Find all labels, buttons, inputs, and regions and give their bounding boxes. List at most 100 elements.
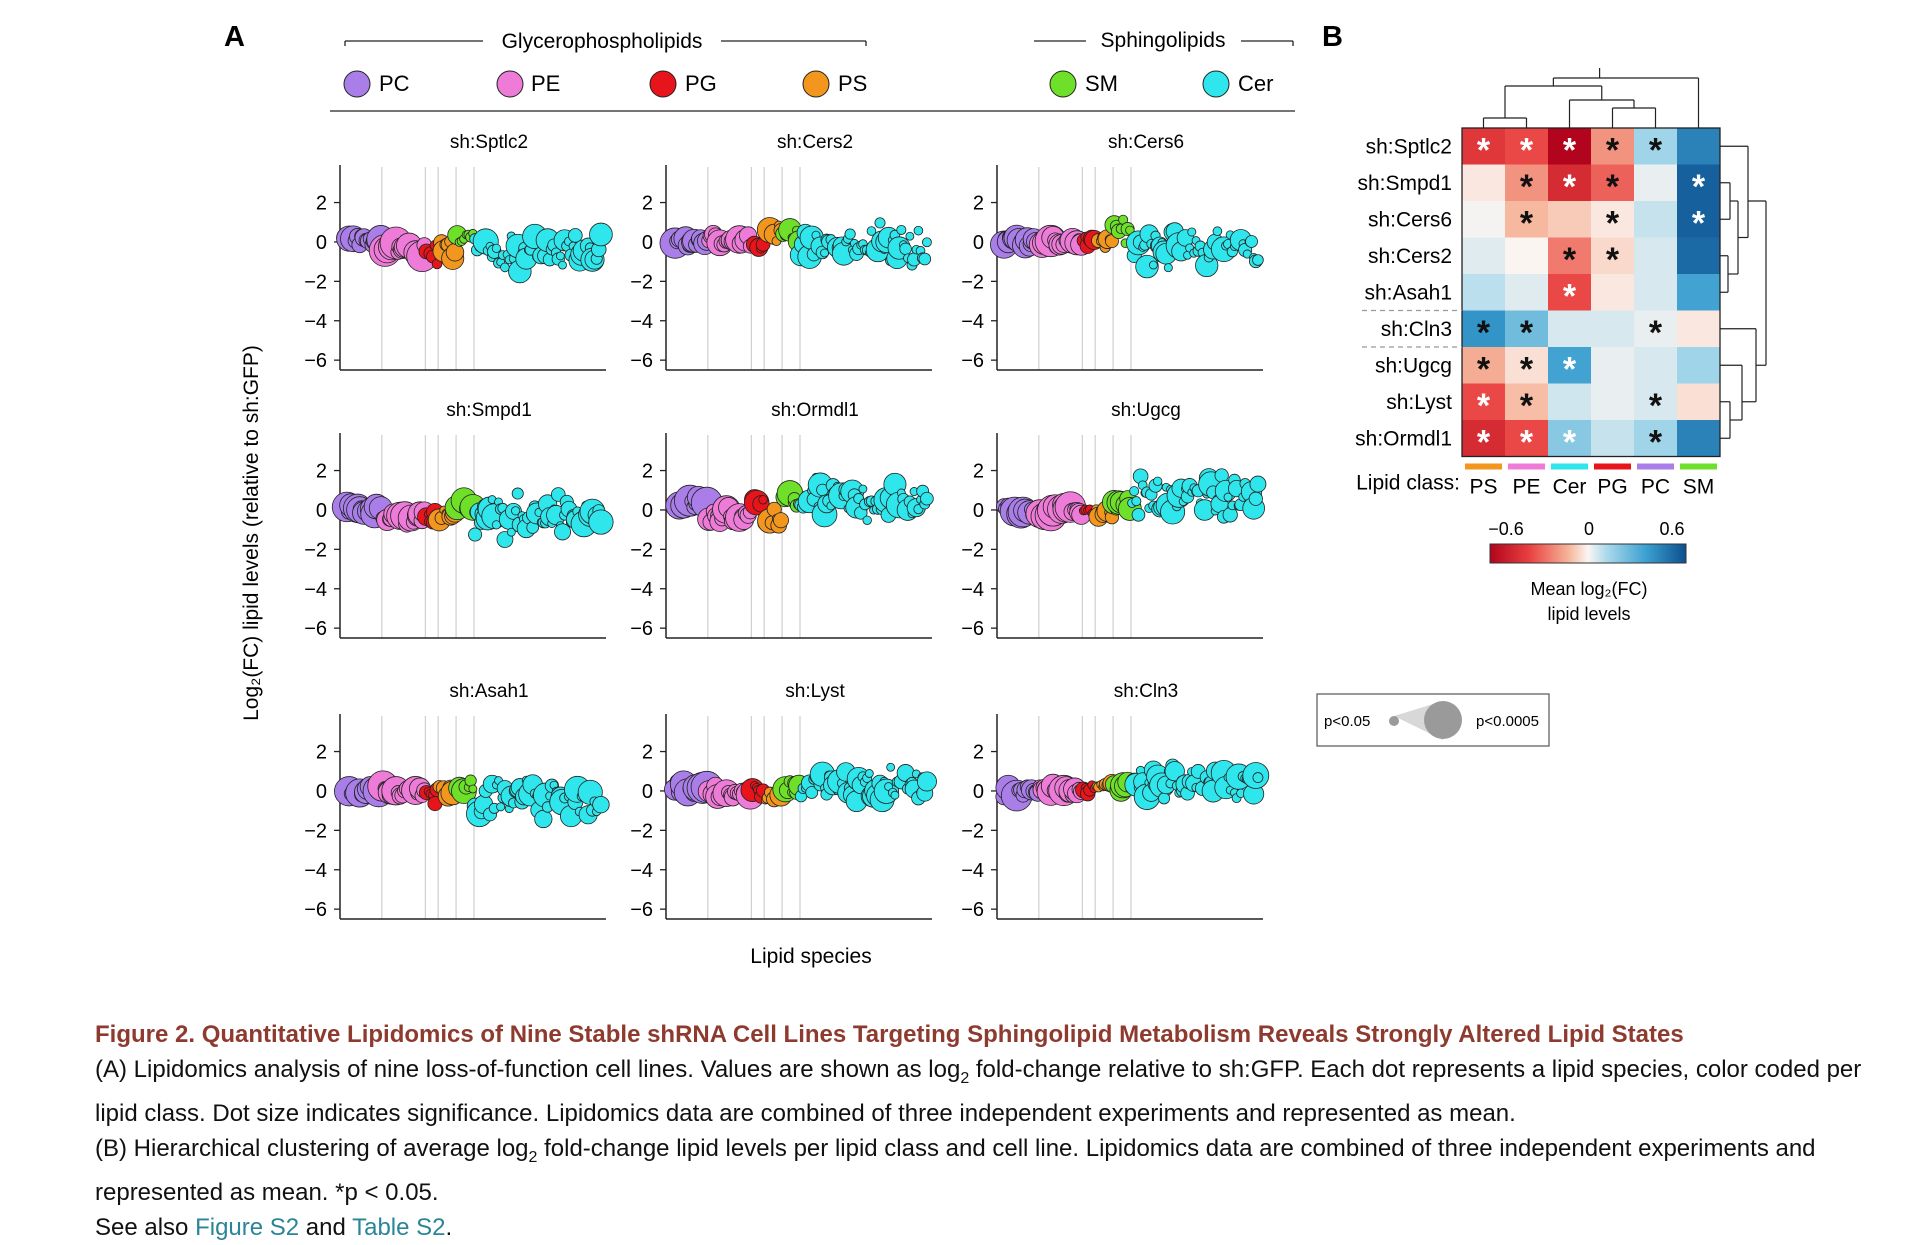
size-legend-small-dot <box>1389 716 1399 726</box>
significance-star: * <box>1606 204 1620 242</box>
heatmap-cell <box>1548 420 1591 457</box>
column-class-bar <box>1680 463 1717 470</box>
significance-star: * <box>1563 241 1577 279</box>
colorbar-subtitle: lipid levels <box>1547 604 1630 624</box>
lipid-dot-cer <box>589 222 613 247</box>
lipid-dot-cer <box>1131 496 1142 507</box>
panel-title: sh:Asah1 <box>449 681 528 702</box>
caption-part-a: (A) Lipidomics analysis of nine loss-of-… <box>95 1052 1895 1131</box>
significance-star: * <box>1477 387 1491 425</box>
lipid-dot-cer <box>1152 476 1163 486</box>
lipid-dot-cer <box>1212 226 1223 237</box>
heatmap-cell <box>1677 164 1720 201</box>
lipid-dot-cer <box>1248 491 1263 506</box>
caption-part-b: (B) Hierarchical clustering of average l… <box>95 1131 1895 1210</box>
panel-title: sh:Ugcg <box>1111 400 1181 421</box>
y-tick-label: −6 <box>304 350 327 372</box>
significance-star: * <box>1477 423 1491 461</box>
y-tick-label: −6 <box>630 899 653 921</box>
significance-star: * <box>1649 131 1663 169</box>
column-class-bar <box>1637 463 1674 470</box>
heatmap-cell <box>1634 237 1677 274</box>
caption-see-also: See also Figure S2 and Table S2. <box>95 1210 1895 1245</box>
caption-b-text2: fold-change lipid levels per lipid class… <box>95 1134 1816 1206</box>
figure-2: A B Glycerophospholipids Sphingolipids P… <box>224 21 1767 968</box>
lipid-dot-cer <box>1129 486 1140 497</box>
significance-star: * <box>1649 423 1663 461</box>
y-tick-label: 0 <box>973 232 984 254</box>
legend-label-cer: Cer <box>1238 71 1273 96</box>
heatmap-cell <box>1462 274 1505 311</box>
heatmap-cell <box>1634 347 1677 384</box>
lipid-dot-cer <box>913 225 924 236</box>
y-tick-label: −2 <box>630 539 653 561</box>
lipid-dot-cer <box>844 228 856 240</box>
panel-lyst: sh:Lyst 2 0 −2 −4 −6 <box>630 681 937 921</box>
panel-title: sh:Lyst <box>785 681 845 702</box>
heatmap-cell <box>1591 347 1634 384</box>
heatmap-cell <box>1634 310 1677 347</box>
heatmap-row-label: sh:Ugcg <box>1375 354 1452 377</box>
size-legend-large-label: p<0.0005 <box>1476 713 1539 730</box>
y-tick-label: 2 <box>316 742 327 764</box>
heatmap-cell <box>1462 164 1505 201</box>
lipid-dot-cer <box>511 487 524 500</box>
lipid-dot-cer <box>920 491 934 506</box>
legend-dot-pc <box>343 70 371 98</box>
lipid-dot-cer <box>468 527 483 542</box>
y-tick-label: −2 <box>961 820 984 842</box>
y-tick-label: 2 <box>642 461 653 483</box>
y-tick-label: −2 <box>304 271 327 293</box>
heatmap-cell <box>1677 310 1720 347</box>
panel-sptlc2: sh:Sptlc2 2 0 −2 −4 −6 <box>304 132 613 372</box>
panel-b-label: B <box>1322 21 1343 53</box>
column-class-bar <box>1465 463 1502 470</box>
caption-b-sub: 2 <box>528 1148 538 1166</box>
heatmap-cell <box>1677 128 1720 165</box>
lipid-dot-cer <box>534 809 553 829</box>
lipid-dot-cer <box>866 226 877 236</box>
lipid-dot-cer <box>874 217 886 229</box>
colorbar-gradient <box>1489 543 1687 564</box>
y-tick-label: 2 <box>642 193 653 215</box>
lipid-dot-cer <box>1223 492 1233 502</box>
lipid-dot-cer <box>922 237 932 248</box>
caption-end: . <box>445 1213 453 1241</box>
colorbar-tick-pos: 0.6 <box>1659 519 1684 539</box>
lipid-dot-sm <box>464 774 477 787</box>
y-tick-label: −4 <box>961 579 984 601</box>
figure-caption: Figure 2. Quantitative Lipidomics of Nin… <box>95 1017 1895 1245</box>
legend-label-pc: PC <box>379 71 410 96</box>
link-table-s2[interactable]: Table S2 <box>352 1213 446 1241</box>
lipid-dot-cer <box>556 251 565 261</box>
heatmap-cell <box>1462 201 1505 238</box>
lipid-dot-cer <box>568 228 583 243</box>
panel-a-label: A <box>224 21 245 53</box>
significance-star: * <box>1520 204 1534 242</box>
heatmap-cell <box>1677 274 1720 311</box>
legend-dot-cer <box>1202 70 1230 98</box>
heatmap-column-label: PS <box>1469 476 1497 499</box>
y-tick-label: −4 <box>961 311 984 333</box>
heatmap-cell <box>1677 420 1720 457</box>
significance-star: * <box>1520 314 1534 352</box>
caption-b-text1: (B) Hierarchical clustering of average l… <box>95 1134 529 1162</box>
group-sphingolipids: Sphingolipids <box>1101 29 1226 52</box>
y-tick-label: −6 <box>961 618 984 640</box>
y-tick-label: 2 <box>316 461 327 483</box>
heatmap-cell <box>1548 128 1591 165</box>
legend-dot-pg <box>649 70 677 98</box>
panel-title: sh:Ormdl1 <box>771 400 859 421</box>
link-figure-s2[interactable]: Figure S2 <box>195 1213 300 1241</box>
significance-star: * <box>1520 350 1534 388</box>
y-tick-label: 0 <box>973 500 984 522</box>
caption-a-text1: (A) Lipidomics analysis of nine loss-of-… <box>95 1056 961 1083</box>
y-tick-label: −2 <box>630 820 653 842</box>
heatmap-cell <box>1634 128 1677 165</box>
heatmap-column-label: PG <box>1597 476 1627 499</box>
caption-a-sub: 2 <box>960 1069 970 1087</box>
panel-ugcg: sh:Ugcg 2 0 −2 −4 −6 <box>961 400 1267 640</box>
caption-see-also-text: See also <box>95 1213 196 1241</box>
heatmap-cell <box>1634 164 1677 201</box>
lipid-dot-cer <box>500 262 510 273</box>
